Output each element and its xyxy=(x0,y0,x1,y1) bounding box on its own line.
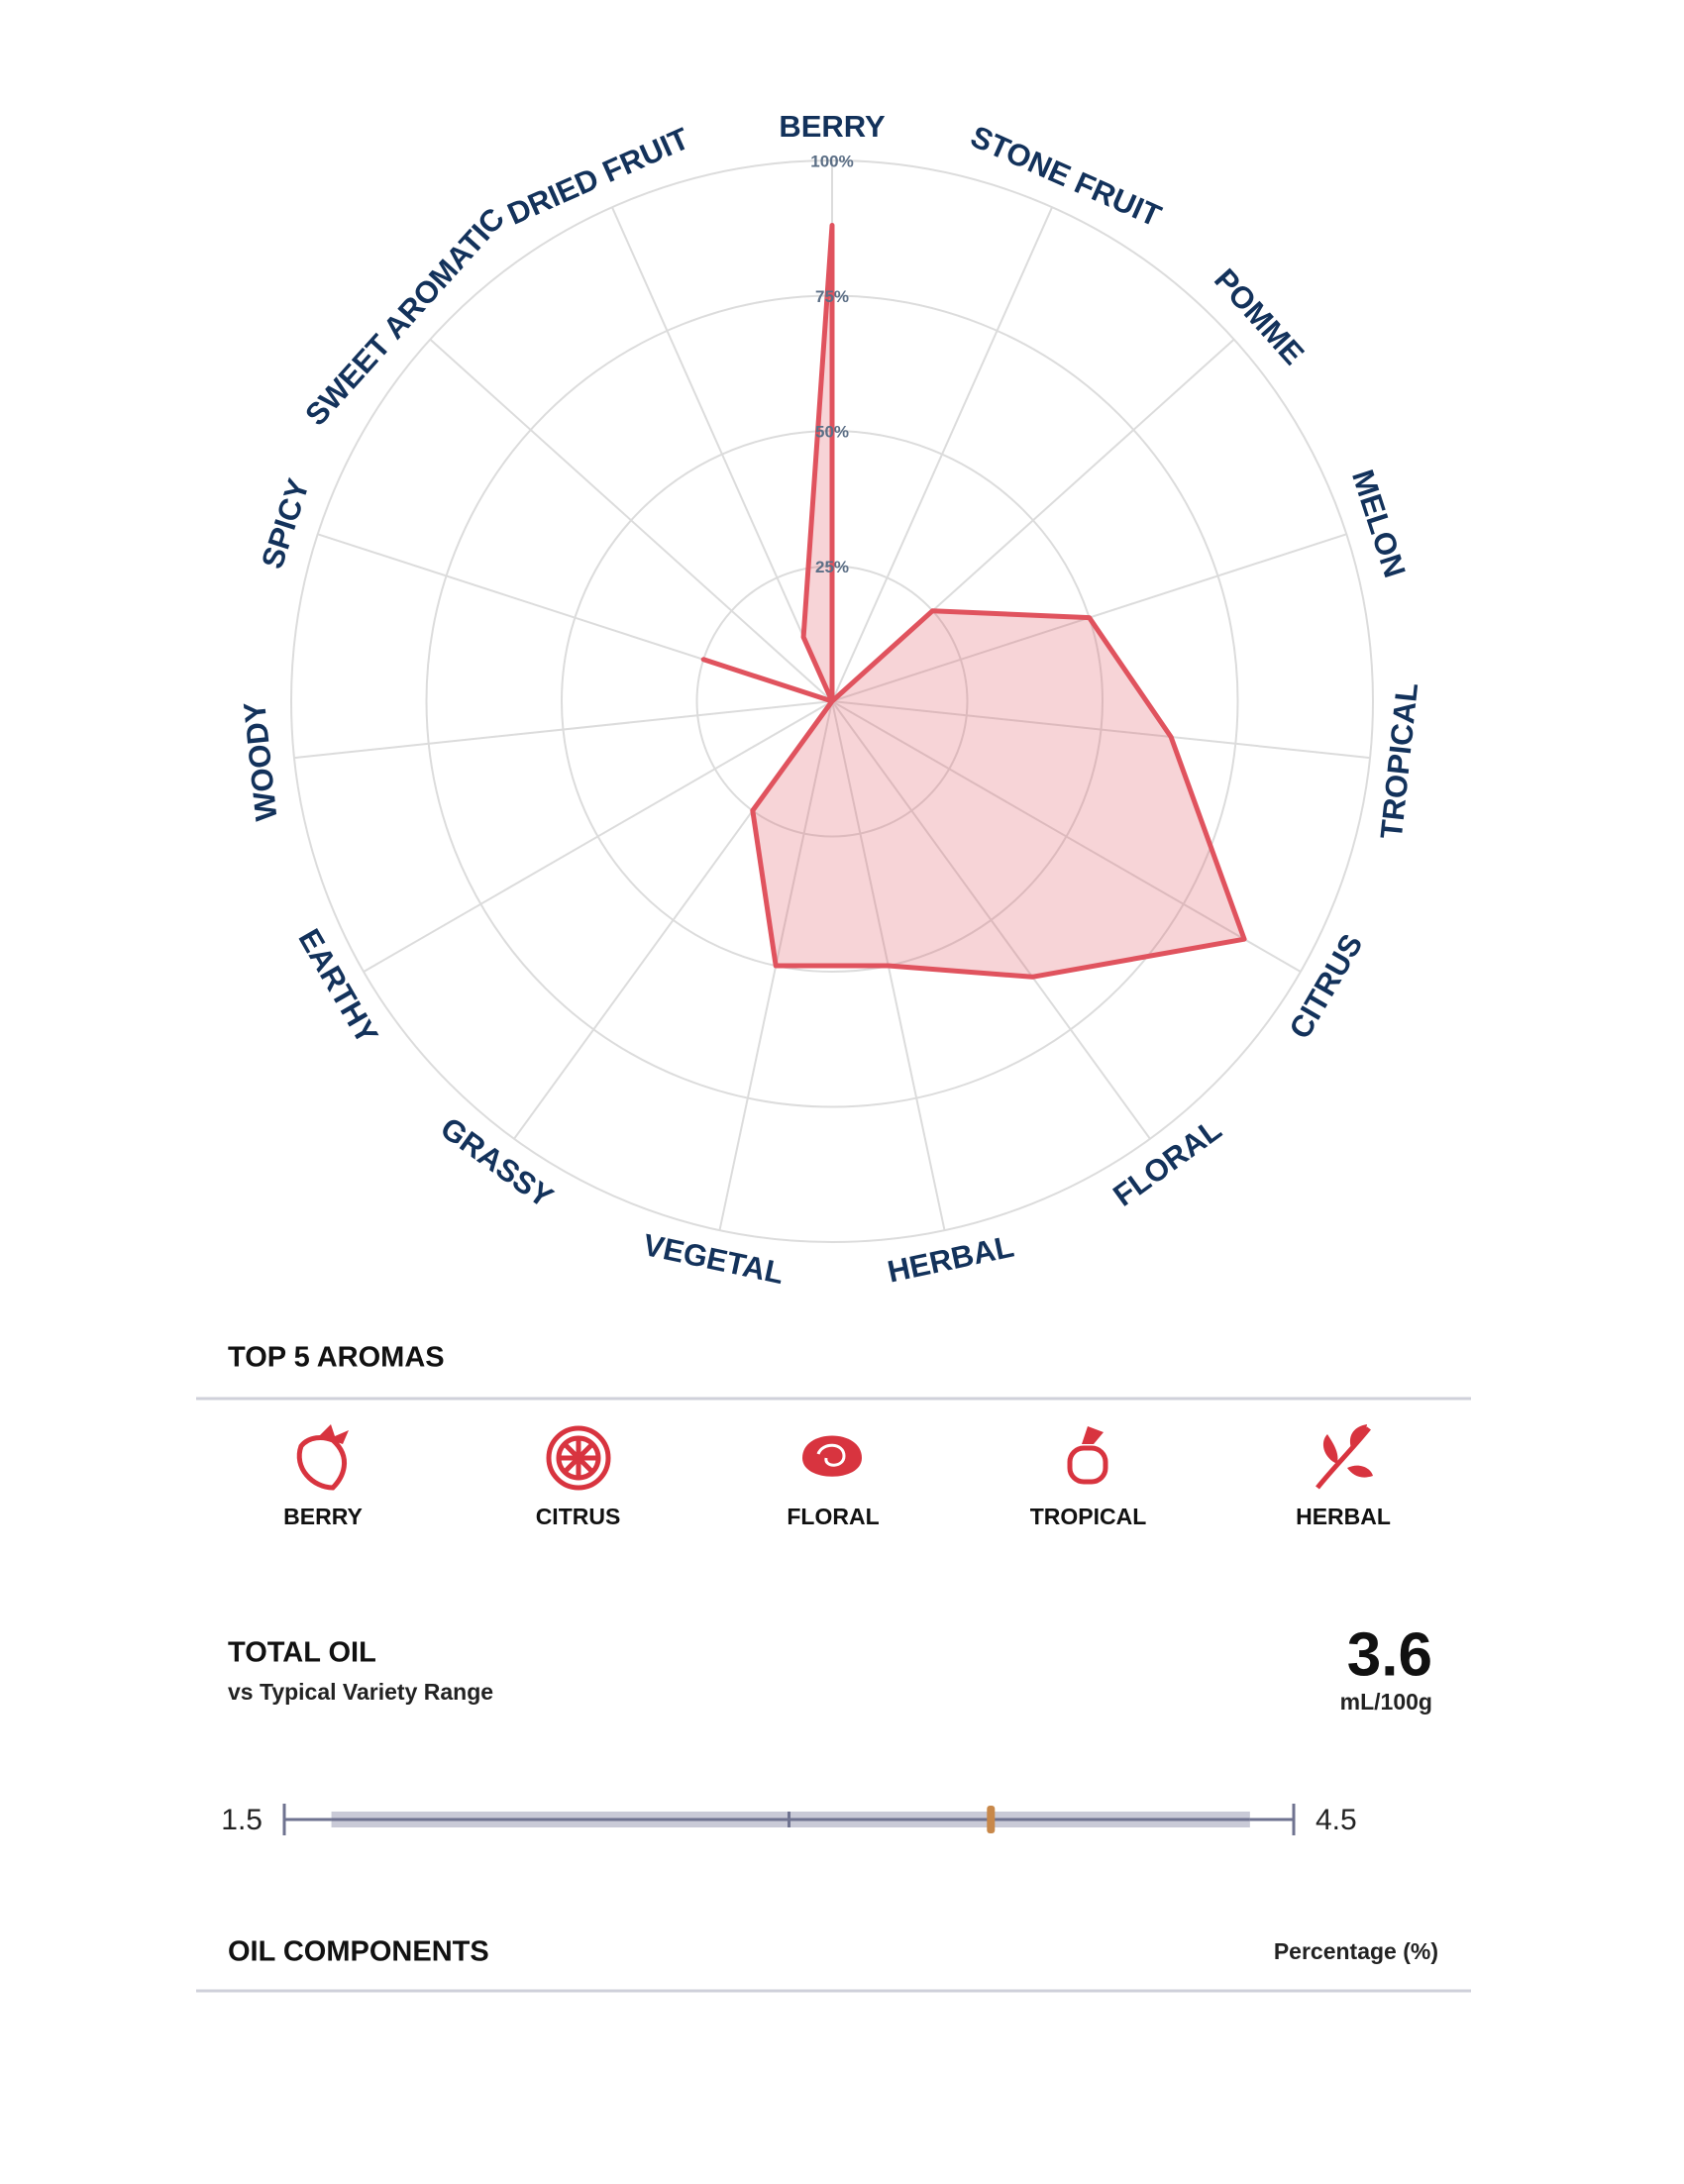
category-label: SPICY xyxy=(255,474,316,573)
spoke xyxy=(611,206,833,702)
aroma-icons xyxy=(296,1424,1373,1491)
r-tick-label: 50% xyxy=(815,422,849,441)
total-oil-value: 3.6 xyxy=(1347,1620,1432,1689)
total-oil-unit: mL/100g xyxy=(1340,1689,1432,1715)
tropical-icon xyxy=(1067,1426,1108,1485)
category-label: BERRY xyxy=(779,109,886,144)
category-label: DRIED FRUIT xyxy=(502,121,694,232)
herbal-icon xyxy=(1316,1424,1373,1490)
aroma-label: BERRY xyxy=(283,1504,363,1529)
berry-icon xyxy=(296,1424,349,1491)
r-tick-label: 100% xyxy=(810,152,853,170)
section-title: OIL COMPONENTS xyxy=(228,1936,489,1968)
radar-chart: 25%50%75%100%BERRY STONE FRUITPOMMEMELONT… xyxy=(237,109,1424,1291)
aroma-label: HERBAL xyxy=(1296,1504,1391,1529)
section-title: TOP 5 AROMAS xyxy=(228,1342,445,1374)
category-label: STONE FRUIT xyxy=(966,119,1167,234)
category-label: FLORAL xyxy=(1106,1112,1227,1213)
category-label: CITRUS xyxy=(1283,928,1370,1044)
spoke xyxy=(363,700,833,973)
category-label: VEGETAL xyxy=(640,1227,787,1291)
section-title: TOTAL OIL xyxy=(228,1637,376,1669)
category-label: TROPICAL xyxy=(1374,681,1424,841)
section-subtitle: vs Typical Variety Range xyxy=(228,1679,493,1705)
value-marker xyxy=(987,1806,996,1833)
category-label: SWEET AROMATIC xyxy=(298,201,511,432)
column-label: Percentage (%) xyxy=(1274,1938,1438,1964)
spoke xyxy=(429,338,833,702)
spoke xyxy=(293,700,833,760)
range-max-label: 4.5 xyxy=(1316,1804,1357,1836)
spoke xyxy=(831,700,1302,973)
citrus-icon xyxy=(546,1425,611,1491)
spoke xyxy=(831,700,1371,760)
aroma-label: CITRUS xyxy=(536,1504,621,1529)
floral-icon xyxy=(802,1435,862,1477)
aroma-label: TROPICAL xyxy=(1030,1504,1147,1529)
aroma-label: FLORAL xyxy=(787,1504,879,1529)
category-label: WOODY xyxy=(237,700,283,823)
category-label: POMME xyxy=(1208,261,1311,370)
spoke xyxy=(831,206,1053,702)
range-min-label: 1.5 xyxy=(221,1804,263,1836)
category-label: EARTHY xyxy=(291,923,384,1050)
r-tick-label: 75% xyxy=(815,287,849,306)
r-tick-label: 25% xyxy=(815,558,849,576)
spoke xyxy=(831,700,1151,1140)
radar-area xyxy=(700,223,1247,980)
oil-range-gauge: 1.5 4.5 xyxy=(221,1804,1356,1836)
aroma-labels: BERRY CITRUS FLORAL TROPICAL HERBAL xyxy=(283,1504,1391,1529)
